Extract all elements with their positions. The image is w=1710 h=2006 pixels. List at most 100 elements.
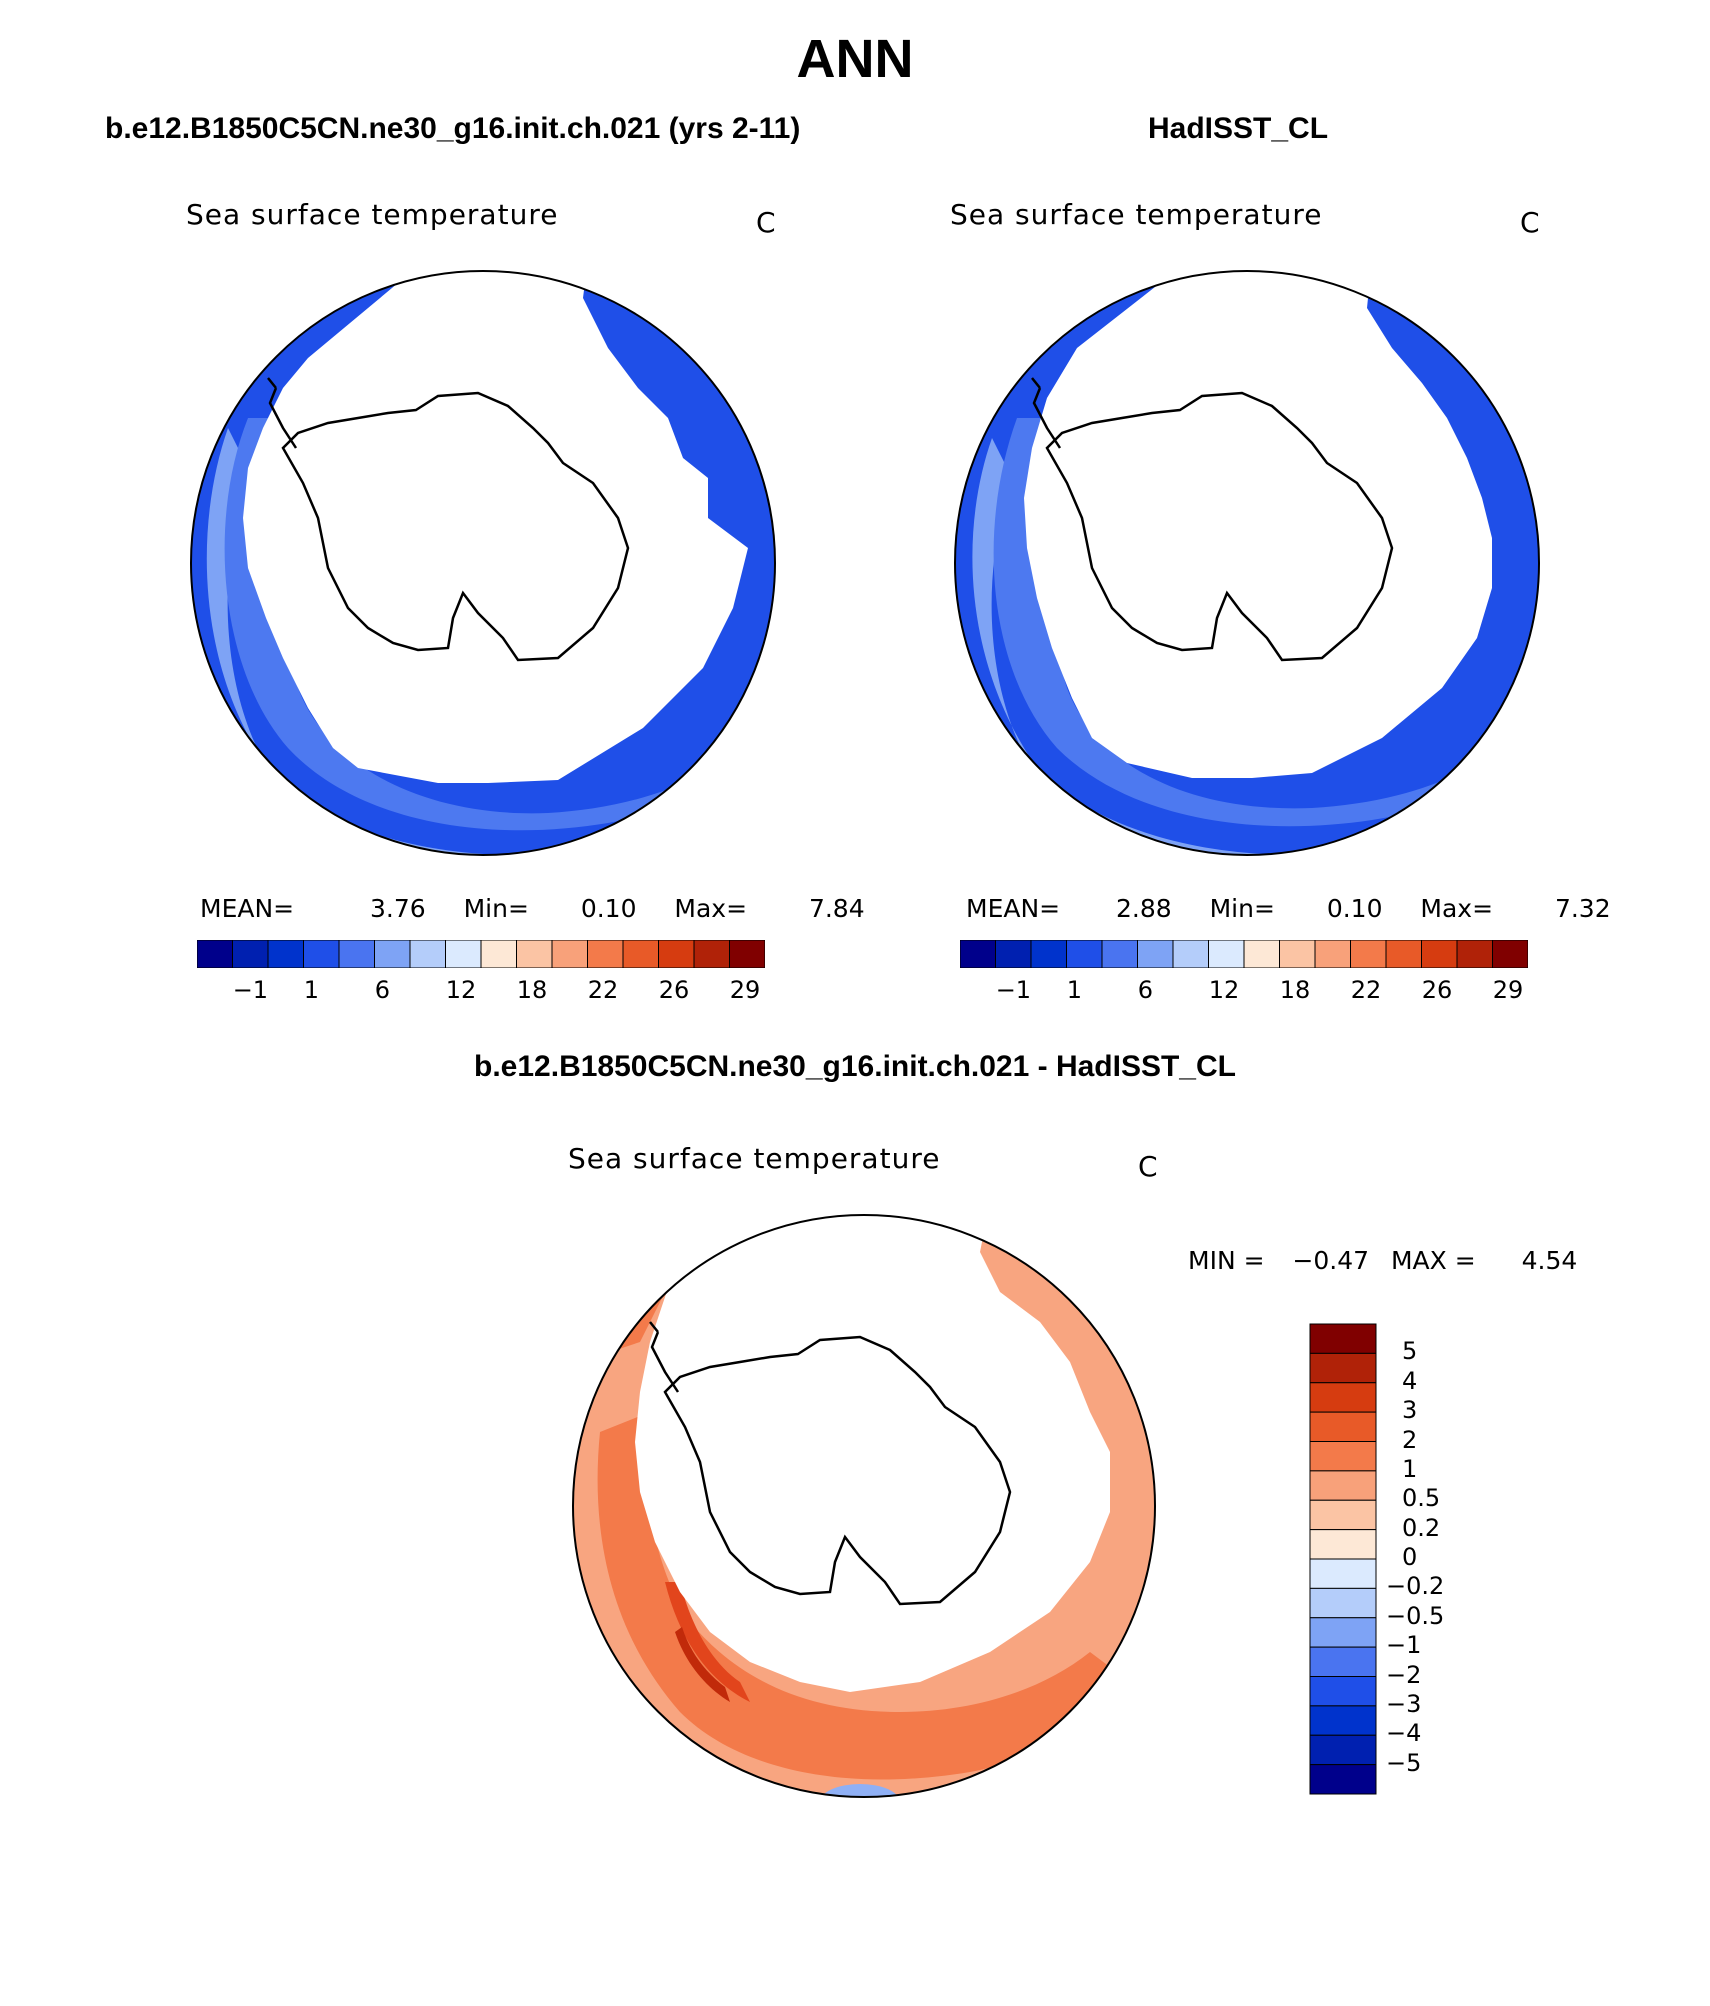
difference-colorbar-swatch [1309, 1617, 1377, 1648]
colorbar-swatch [232, 940, 269, 968]
colorbar-tick-label: 22 [1350, 976, 1382, 1004]
panel2-min-value: 0.10 [1326, 894, 1383, 923]
difference-colorbar-swatch [1309, 1764, 1377, 1795]
colorbar-swatch [1066, 940, 1103, 968]
colorbar-tick-label: 26 [1421, 976, 1453, 1004]
difference-coastline [649, 1321, 1012, 1606]
panel1-stats: MEAN= 3.76 Min= 0.10 Max= 7.84 [200, 894, 865, 923]
difference-colorbar-tick-label: 4 [1402, 1366, 1418, 1395]
colorbar-tick-label: 18 [516, 976, 548, 1004]
colorbar-swatch [1101, 940, 1138, 968]
difference-units-label: C [1138, 1150, 1158, 1183]
colorbar-swatch [480, 940, 517, 968]
panel1-ice-region [243, 271, 748, 783]
panel1-polar-map [190, 270, 776, 856]
colorbar-swatch [729, 940, 765, 968]
panel2-coastline [1031, 377, 1394, 662]
colorbar-tick-label: 18 [1279, 976, 1311, 1004]
panel2-colorbar [960, 940, 1528, 968]
panel1-min-label: Min= [463, 894, 529, 923]
panel2-variable-label: Sea surface temperature [950, 198, 1323, 231]
difference-colorbar-tick-label: 2 [1402, 1425, 1418, 1454]
panel1-min-value: 0.10 [580, 894, 637, 923]
difference-min-value: −0.47 [1292, 1246, 1370, 1275]
panel2-mean-value: 2.88 [1116, 894, 1172, 923]
panel2-ice-region [1024, 271, 1492, 778]
difference-colorbar-tick-label: −0.5 [1386, 1601, 1445, 1630]
panel2-min-label: Min= [1209, 894, 1275, 923]
difference-colorbar-swatch [1309, 1646, 1377, 1677]
colorbar-swatch [960, 940, 996, 968]
colorbar-swatch [267, 940, 304, 968]
colorbar-swatch [622, 940, 659, 968]
difference-title: b.e12.B1850C5CN.ne30_g16.init.ch.021 - H… [474, 1050, 1236, 1083]
difference-variable-label: Sea surface temperature [568, 1142, 941, 1175]
colorbar-tick-label: 26 [658, 976, 690, 1004]
colorbar-swatch [197, 940, 233, 968]
difference-colorbar-swatch [1309, 1411, 1377, 1442]
colorbar-swatch [1243, 940, 1280, 968]
colorbar-swatch [1421, 940, 1458, 968]
difference-colorbar-swatch [1309, 1705, 1377, 1736]
difference-colorbar-swatch [1309, 1470, 1377, 1501]
colorbar-tick-label: 6 [374, 976, 390, 1004]
colorbar-tick-label: 22 [587, 976, 619, 1004]
difference-negative-spot [820, 1784, 900, 1797]
colorbar-swatch [1492, 940, 1528, 968]
difference-darkest-region [675, 1627, 730, 1702]
colorbar-swatch [1456, 940, 1493, 968]
panel2-polar-map [954, 270, 1540, 856]
colorbar-tick-label: 12 [445, 976, 477, 1004]
difference-colorbar-swatch [1309, 1323, 1377, 1354]
difference-colorbar-swatch [1309, 1587, 1377, 1619]
panel1-mean-label: MEAN= [200, 894, 295, 923]
difference-colorbar-tick-label: −3 [1386, 1689, 1422, 1718]
panel2-mean-label: MEAN= [966, 894, 1061, 923]
difference-max-label: MAX = [1390, 1246, 1476, 1275]
panel2-max-label: Max= [1420, 894, 1494, 923]
colorbar-tick-label: −1 [232, 976, 269, 1004]
difference-colorbar-tick-label: 0.2 [1402, 1513, 1441, 1542]
difference-min-label: MIN = [1188, 1246, 1265, 1275]
difference-colorbar-tick-label: −1 [1386, 1631, 1422, 1660]
panel1-map-border [190, 270, 776, 856]
difference-colorbar-swatch [1309, 1352, 1377, 1384]
colorbar-swatch [338, 940, 375, 968]
colorbar-swatch [1314, 940, 1351, 968]
colorbar-swatch [374, 940, 411, 968]
figure-title: ANN [796, 29, 914, 89]
colorbar-swatch [303, 940, 340, 968]
difference-colorbar-swatch [1309, 1734, 1377, 1766]
panel1-coastline [267, 377, 630, 662]
difference-ice-region [635, 1215, 1110, 1692]
difference-colorbar-swatch [1309, 1382, 1377, 1413]
colorbar-tick-label: 29 [729, 976, 761, 1004]
difference-colorbar-swatch [1309, 1499, 1377, 1531]
difference-colorbar-tick-label: 5 [1402, 1337, 1418, 1366]
difference-colorbar-tick-label: −2 [1386, 1660, 1422, 1689]
difference-colorbar-tick-label: −5 [1386, 1748, 1422, 1777]
panel1-variable-label: Sea surface temperature [186, 198, 559, 231]
difference-colorbar-tick-label: −0.2 [1386, 1572, 1445, 1601]
difference-colorbar-tick-label: 0 [1402, 1543, 1418, 1571]
difference-stats: MIN = −0.47 MAX = 4.54 [1188, 1246, 1577, 1275]
difference-colorbar-tick-label: −4 [1386, 1719, 1422, 1748]
difference-polar-map [572, 1214, 1156, 1798]
difference-dark-region [665, 1582, 750, 1702]
panel2-colorbar-ticks: −1 1 6 12 18 22 26 29 [960, 976, 1528, 1010]
colorbar-swatch [587, 940, 624, 968]
difference-colorbar-swatch [1309, 1558, 1377, 1589]
colorbar-swatch [1030, 940, 1067, 968]
panel1-mean-value: 3.76 [370, 894, 426, 923]
colorbar-swatch [1279, 940, 1316, 968]
colorbar-tick-label: 6 [1137, 976, 1153, 1004]
difference-colorbar-swatch [1309, 1676, 1377, 1707]
difference-colorbar-ticks: 5 4 3 2 1 0.5 0.2 0 −0.2 −0.5 −1 −2 −3 −4 −5 [1386, 1322, 1506, 1796]
colorbar-swatch [516, 940, 553, 968]
difference-colorbar-swatch [1309, 1441, 1377, 1472]
panel2-title: HadISST_CL [1148, 112, 1329, 145]
difference-colorbar [1309, 1323, 1377, 1795]
colorbar-swatch [551, 940, 588, 968]
panel2-units-label: C [1520, 206, 1540, 239]
colorbar-swatch [1172, 940, 1209, 968]
